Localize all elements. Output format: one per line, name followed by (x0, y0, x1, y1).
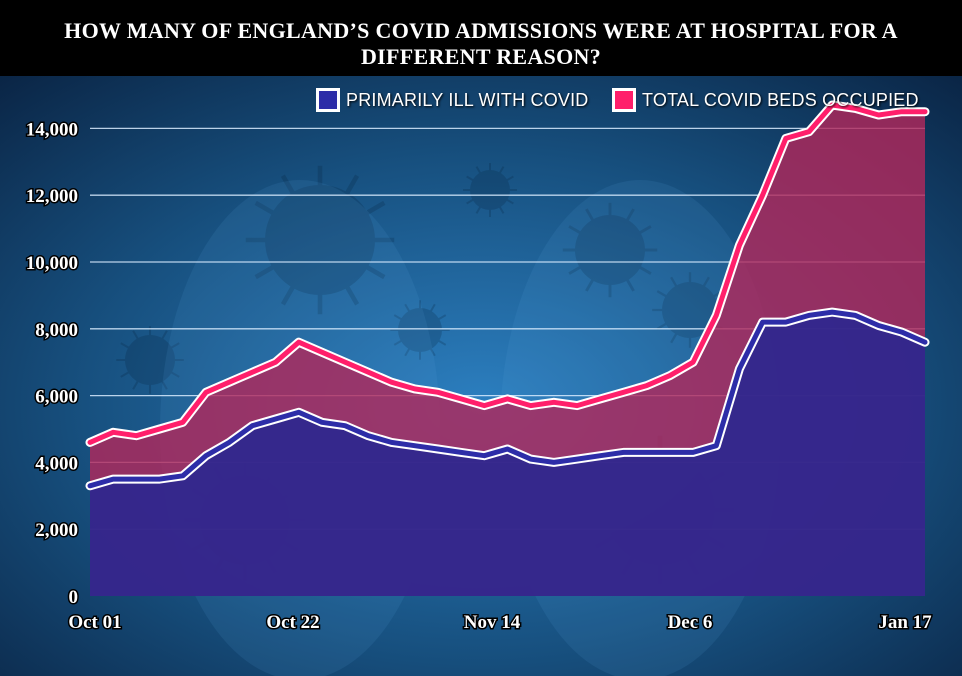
y-tick-label: 14,000 (26, 119, 78, 140)
area-primarily-ill (90, 312, 925, 596)
chart-title: HOW MANY OF ENGLAND’S COVID ADMISSIONS W… (64, 18, 898, 69)
y-axis: 0 2,000 4,000 6,000 8,000 10,000 12,000 14,000 (24, 118, 79, 610)
virus-decoration-icon (390, 300, 450, 360)
legend-label-primarily-ill: PRIMARILY ILL WITH COVID (346, 89, 589, 110)
x-axis: Oct 01 Oct 22 Nov 14 Dec 6 Jan 17 (67, 611, 934, 635)
y-tick-label: 12,000 (26, 186, 78, 207)
x-tick-label: Oct 22 (266, 612, 319, 633)
virus-decoration-icon (652, 272, 728, 348)
virus-decoration-icon (245, 165, 395, 315)
legend-swatch-primarily-ill (316, 88, 340, 112)
series-lines (85, 100, 930, 491)
legend-item-total-beds: TOTAL COVID BEDS OCCUPIED (612, 88, 919, 112)
legend-swatch-total-beds (612, 88, 636, 112)
y-tick-label: 6,000 (35, 387, 78, 408)
y-tick-label: 2,000 (35, 520, 78, 541)
title-bar (0, 0, 962, 76)
legend-item-primarily-ill: PRIMARILY ILL WITH COVID (316, 88, 589, 112)
x-tick-label: Jan 17 (878, 612, 932, 633)
virus-decoration-icon (562, 202, 658, 298)
x-tick-label: Oct 01 (68, 612, 121, 633)
y-tick-label: 8,000 (35, 320, 78, 341)
y-tick-label: 10,000 (26, 253, 78, 274)
y-tick-label: 4,000 (35, 453, 78, 474)
x-tick-label: Dec 6 (668, 612, 713, 633)
virus-decoration-icon (463, 163, 517, 217)
y-tick-label: 0 (69, 587, 79, 608)
virus-decoration-icon (116, 326, 184, 394)
legend-label-total-beds: TOTAL COVID BEDS OCCUPIED (642, 89, 919, 110)
series-areas (90, 105, 925, 596)
x-tick-label: Nov 14 (464, 612, 521, 633)
